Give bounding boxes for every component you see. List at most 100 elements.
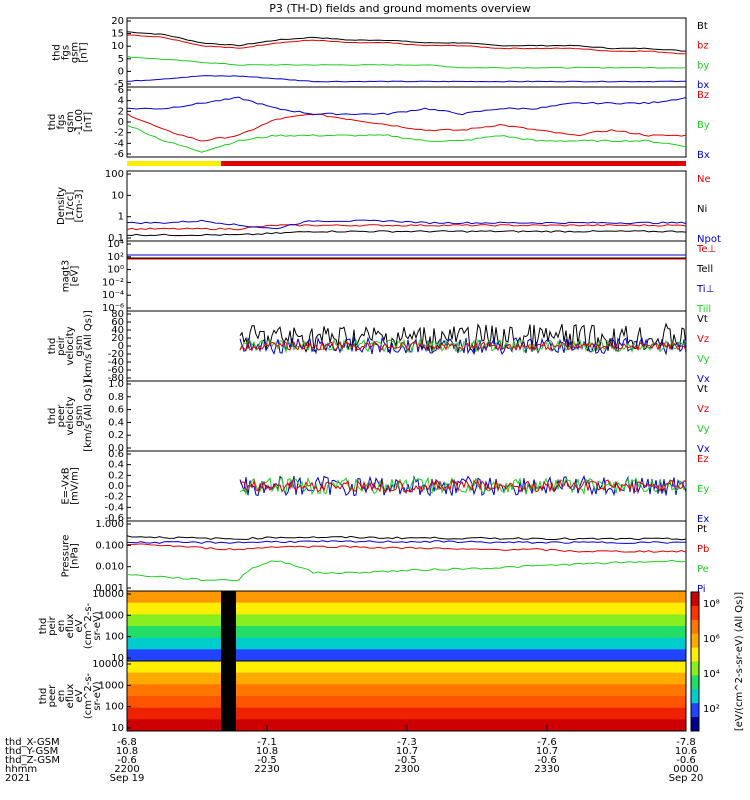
series-line [126,55,687,69]
legend-entry: Ey [697,484,709,495]
colorbar-band [691,605,699,621]
series-line [126,540,687,544]
panel-frame [126,380,687,452]
y-tick-label: 80 [111,309,124,320]
x-row-value: 2230 [254,764,279,775]
legend-entry: Pe [697,564,709,575]
y-tick-label: 1000 [99,610,124,621]
bar-segment-red [221,161,686,166]
y-label-line: thd [47,114,58,131]
y-tick-label: 10 [111,190,124,201]
y-tick-label: 10 [111,723,124,734]
colorbar-band [691,689,699,704]
y-tick-label: 0.100 [95,540,124,551]
y-label-line: thd [38,618,49,635]
y-tick-label: 1 [118,212,124,223]
x-row-label: thd_Y-GSM [5,746,58,757]
y-label-line: -1.00 [74,109,85,135]
y-label-line: gsm [74,405,85,426]
y-tick-label: 0.0 [108,443,124,454]
spectrogram-band [127,626,686,639]
panel-frame [126,170,687,242]
x-row-value: -6.8 [117,737,137,748]
legend-entry: Vx [697,444,710,455]
series-line [126,224,687,231]
colorbar-band [691,661,699,676]
y-label-line: [nT] [79,42,90,62]
x-row-label: thd_X-GSM [5,737,60,748]
y-label-line: thd [38,688,49,705]
y-axis-label: magt3[eV] [61,260,81,293]
y-label-line: magt3 [61,260,72,293]
legend-entry: Bz [697,90,709,101]
y-tick-label: 1.000 [95,519,124,530]
x-row-value: -0.6 [537,755,557,766]
y-label-line: Density [56,187,67,225]
panel-frame [126,86,687,158]
y-tick-label: 0.010 [95,562,124,573]
y-tick-label: 5 [118,54,124,65]
y-tick-label: -20 [108,349,124,360]
legend-entry: Ni [697,204,707,215]
spectrogram-band [127,707,686,720]
legend-entry: Pi [697,584,706,595]
y-tick-label: -0.2 [104,492,124,503]
y-tick-label: 10⁴ [107,239,124,250]
y-label-line: velocity [65,326,76,365]
x-row-label: thd_Z-GSM [5,755,60,766]
legend-entry: bz [697,41,709,52]
y-label-line: peir [47,615,58,635]
spectrogram-band [127,661,686,674]
series-line [126,230,687,237]
x-row-value: 2200 [114,764,139,775]
x-row-value: 10.6 [675,746,697,757]
legend-entry: by [697,60,709,71]
spectrogram-band [127,672,686,685]
legend-entry: Ne [697,174,711,185]
x-row-value: 2300 [394,764,419,775]
y-tick-label: 100 [105,169,124,180]
series-line [126,75,687,83]
legend-entry: Bt [697,21,708,32]
y-label-line: gsm [65,111,76,132]
x-row-value: Sep 20 [669,773,704,784]
x-row-value: -0.6 [676,755,696,766]
y-tick-label: -40 [108,357,124,368]
y-label-line: eV [74,619,85,632]
y-tick-label: 1000 [99,680,124,691]
y-tick-label: 0 [118,341,124,352]
y-label-line: [1/cc] [65,192,76,221]
panels-group: 20151050-5thdfgsgsm[nT]Btbzbybx6420-2-4-… [38,16,721,734]
legend-entry: Vy [697,354,710,365]
y-label-line: [nPa] [70,543,81,569]
colorbar-tick: 10² [703,704,720,715]
y-label-line: [eV] [70,266,81,287]
y-label-line: sr-eV) [92,611,103,640]
y-label-line: eflux [65,614,76,639]
y-tick-label: 10⁻⁶ [102,303,124,314]
colorbar-band [691,703,699,718]
spectrogram-band [127,649,686,662]
noisy-series [239,476,687,496]
y-tick-label: 0.2 [108,470,124,481]
panel-frame [126,240,687,312]
colorbar-label: [eV/(cm^2-s-sr-eV) (All Qs)] [734,592,745,731]
y-tick-label: 0.1 [108,233,124,244]
y-tick-label: -60 [108,365,124,376]
legend-entry: Pb [697,544,709,555]
x-row-value: -0.6 [117,755,137,766]
y-label-line: velocity [65,396,76,435]
y-label-line: en [56,690,67,703]
legend-entry: Bx [697,150,710,161]
y-tick-label: 10 [111,41,124,52]
y-tick-label: 15 [111,29,124,40]
y-label-line: sr-eV) [92,681,103,710]
y-tick-label: 60 [111,317,124,328]
x-row-label: 2021 [5,773,30,784]
